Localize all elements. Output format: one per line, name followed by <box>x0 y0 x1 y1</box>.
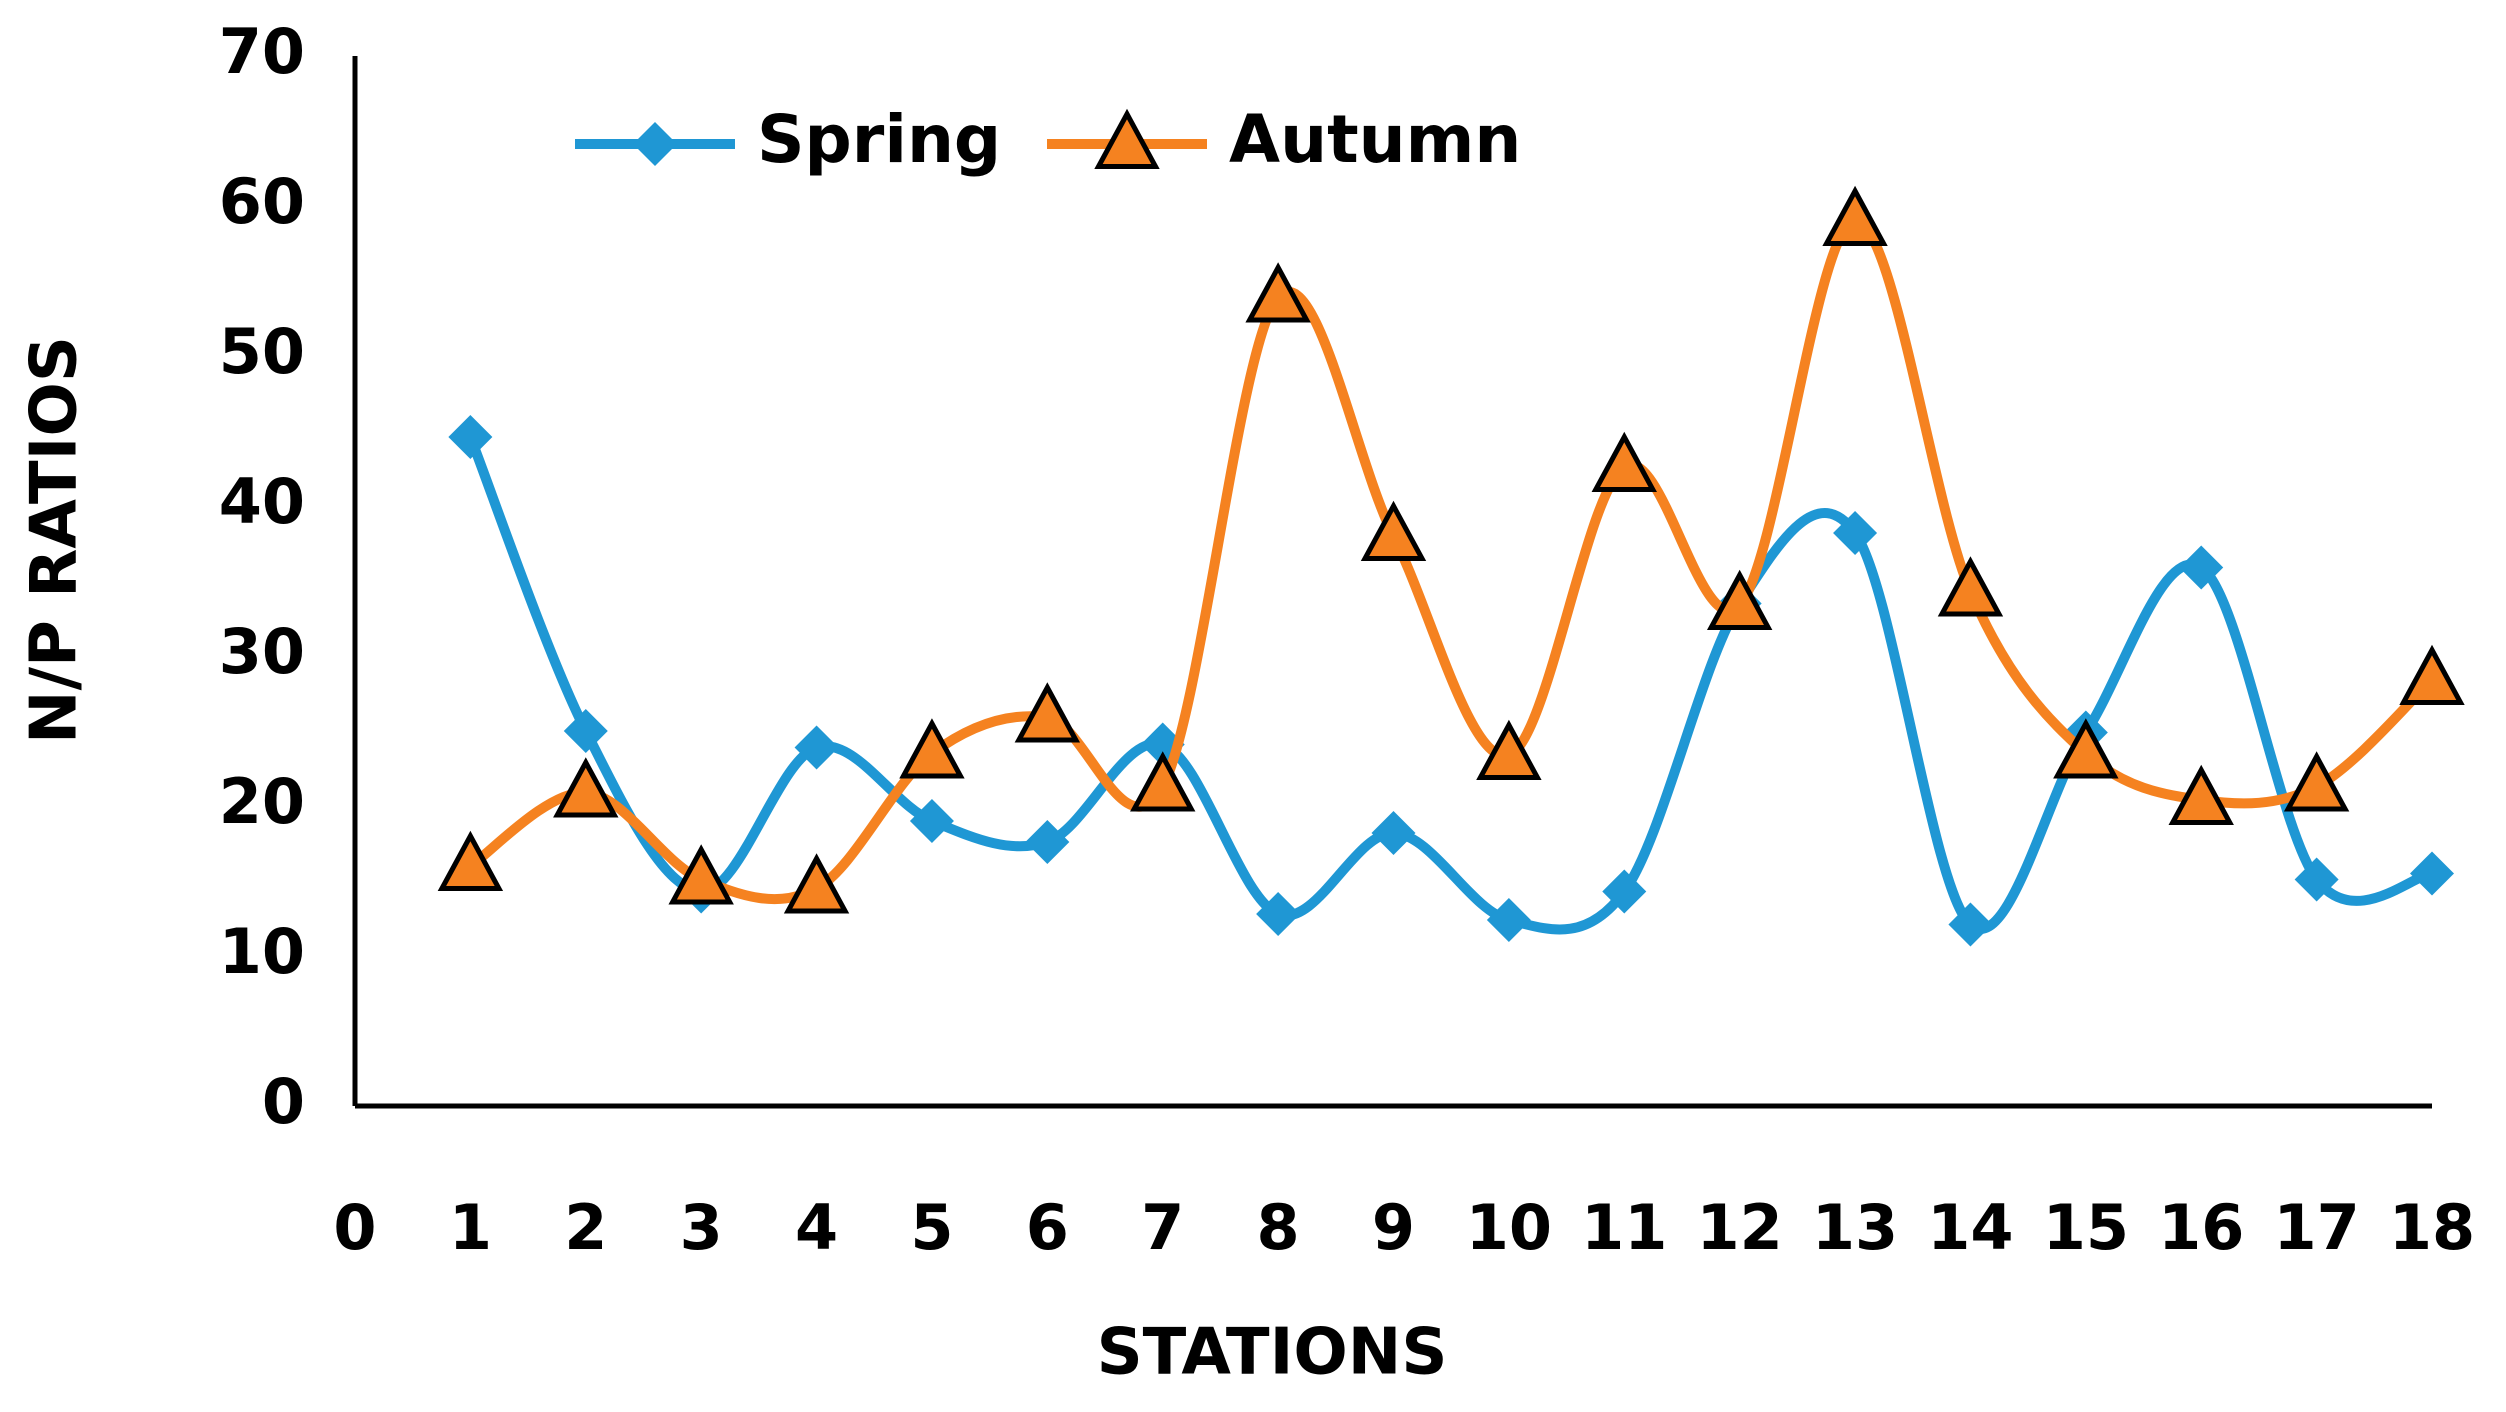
legend-label: Autumn <box>1229 101 1521 178</box>
data-point <box>563 709 608 753</box>
data-point <box>2179 545 2224 590</box>
data-point <box>2283 751 2350 812</box>
data-point <box>437 830 504 891</box>
x-tick-label: 13 <box>1812 1191 1898 1264</box>
data-point <box>899 718 965 779</box>
data-point <box>1833 511 1878 555</box>
data-point <box>1360 500 1427 561</box>
data-point <box>2053 718 2119 779</box>
x-tick-label: 10 <box>1466 1191 1552 1264</box>
y-tick-label: 40 <box>219 465 305 538</box>
data-point <box>1591 431 1657 492</box>
data-point <box>1706 569 1773 630</box>
legend-label: Spring <box>757 101 1001 178</box>
data-point <box>2294 857 2339 902</box>
data-point <box>2399 644 2465 705</box>
x-tick-label: 4 <box>795 1191 838 1264</box>
data-point <box>553 757 619 818</box>
x-tick-label: 11 <box>1581 1191 1667 1264</box>
y-tick-label: 10 <box>219 915 305 988</box>
data-point <box>668 844 734 905</box>
x-tick-label: 2 <box>564 1191 607 1264</box>
data-point <box>1025 820 1070 864</box>
x-tick-label: 1 <box>449 1191 492 1264</box>
data-point <box>1937 556 2004 617</box>
data-point <box>2168 764 2234 825</box>
data-point <box>794 725 839 770</box>
x-tick-label: 5 <box>910 1191 953 1264</box>
x-tick-label: 6 <box>1026 1191 1069 1264</box>
data-point <box>1948 902 1993 947</box>
legend-marker <box>633 122 677 166</box>
data-point <box>1822 185 1888 246</box>
legend-marker <box>1094 108 1160 169</box>
data-point <box>1602 869 1647 914</box>
data-point <box>1245 262 1311 323</box>
x-tick-label: 0 <box>333 1191 376 1264</box>
y-tick-label: 70 <box>219 15 305 88</box>
data-point <box>1476 719 1542 780</box>
x-tick-label: 8 <box>1257 1191 1300 1264</box>
data-point <box>1256 892 1301 936</box>
data-point <box>1130 751 1196 812</box>
x-tick-label: 17 <box>2273 1191 2359 1264</box>
data-point <box>783 853 850 914</box>
data-point <box>2410 851 2454 896</box>
y-axis-title: N/P RATIOS <box>18 336 92 744</box>
y-tick-label: 0 <box>262 1065 305 1138</box>
data-point <box>909 799 954 843</box>
data-point <box>1014 682 1081 743</box>
y-tick-label: 60 <box>219 165 305 238</box>
x-tick-label: 16 <box>2158 1191 2244 1264</box>
data-point <box>1371 811 1416 855</box>
data-point <box>448 415 493 459</box>
x-tick-label: 18 <box>2389 1191 2475 1264</box>
y-tick-label: 50 <box>219 315 305 388</box>
y-tick-label: 30 <box>219 615 305 688</box>
x-tick-label: 7 <box>1141 1191 1184 1264</box>
series-line <box>465 216 2437 905</box>
x-tick-label: 3 <box>680 1191 723 1264</box>
y-tick-label: 20 <box>219 765 305 838</box>
x-tick-label: 9 <box>1372 1191 1415 1264</box>
x-tick-label: 15 <box>2043 1191 2129 1264</box>
x-axis-title: STATIONS <box>1097 1316 1448 1390</box>
data-point <box>1486 898 1531 942</box>
x-tick-label: 14 <box>1927 1191 2013 1264</box>
x-tick-label: 12 <box>1697 1191 1783 1264</box>
